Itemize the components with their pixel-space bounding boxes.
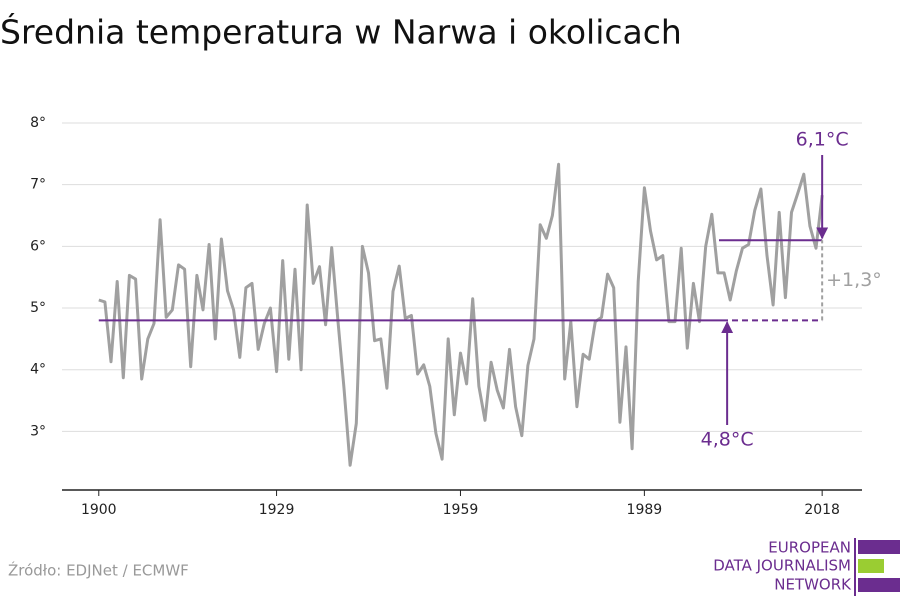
x-tick-label: 1900: [81, 502, 117, 518]
logo-bar: [858, 540, 900, 554]
logo-text: DATA JOURNALISM: [713, 557, 851, 575]
logo: EUROPEAN DATA JOURNALISM NETWORK: [713, 538, 900, 596]
x-tick-label: 1929: [259, 502, 295, 518]
x-tick-label: 1959: [443, 502, 479, 518]
y-tick-label: 4°: [30, 362, 46, 378]
data-line: [98, 162, 824, 467]
y-tick-label: 6°: [30, 238, 46, 254]
chart-title: Średnia temperatura w Narwa i okolicach: [0, 12, 682, 52]
y-tick-label: 7°: [30, 177, 46, 193]
logo-text: EUROPEAN: [768, 539, 851, 557]
logo-bar: [858, 578, 900, 592]
y-tick-label: 3°: [30, 423, 46, 439]
source: Źródło: EDJNet / ECMWF: [8, 561, 189, 580]
y-tick-label: 5°: [30, 300, 46, 316]
logo-text: NETWORK: [774, 576, 852, 594]
logo-bar: [858, 559, 884, 573]
reference-label: 4,8°C: [701, 429, 754, 451]
difference-label: +1,3°: [826, 269, 882, 291]
x-tick-label: 2018: [804, 502, 840, 518]
y-tick-label: 8°: [30, 115, 46, 131]
x-tick-label: 1989: [627, 502, 663, 518]
reference-label: 6,1°C: [796, 129, 849, 151]
